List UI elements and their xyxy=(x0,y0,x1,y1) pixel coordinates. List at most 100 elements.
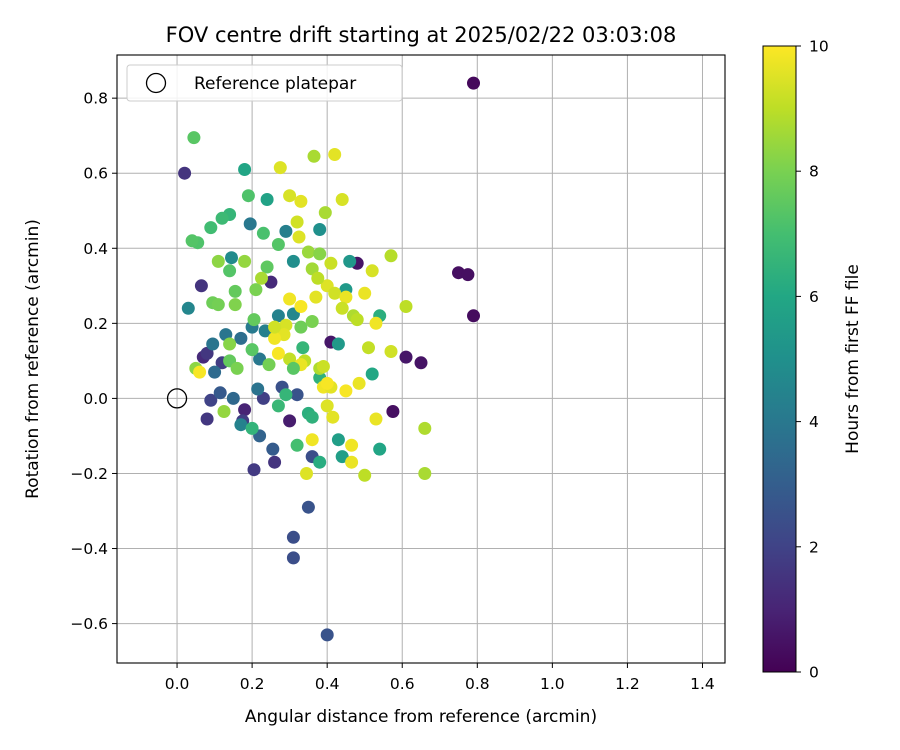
scatter-point xyxy=(262,358,276,372)
scatter-point xyxy=(307,149,321,163)
colorbar-gradient xyxy=(762,45,797,673)
scatter-point xyxy=(273,161,287,175)
scatter-point xyxy=(305,315,319,328)
colorbar-tick-label: 0 xyxy=(809,664,819,682)
scatter-point xyxy=(215,211,229,225)
colorbar-label: Hours from first FF file xyxy=(843,264,863,454)
scatter-point xyxy=(271,346,285,360)
scatter-point xyxy=(256,226,270,240)
x-tick-label: 0.6 xyxy=(390,675,415,693)
scatter-point xyxy=(253,352,267,366)
scatter-point xyxy=(461,268,475,282)
scatter-point xyxy=(260,260,274,274)
y-tick-label: −0.2 xyxy=(70,465,108,483)
legend: Reference platepar xyxy=(126,64,403,102)
scatter-point xyxy=(294,194,308,208)
scatter-point xyxy=(369,412,383,426)
scatter-point xyxy=(399,350,413,364)
y-tick-label: 0.0 xyxy=(83,390,108,408)
scatter-point xyxy=(365,367,379,381)
scatter-point xyxy=(369,316,383,330)
colorbar-tick-label: 10 xyxy=(809,38,829,56)
x-axis-label: Angular distance from reference (arcmin) xyxy=(245,707,597,727)
scatter-point xyxy=(266,442,280,456)
scatter-point xyxy=(245,421,259,435)
scatter-point xyxy=(313,455,327,469)
scatter-point xyxy=(326,410,340,424)
scatter-point xyxy=(418,421,432,435)
scatter-point xyxy=(247,313,261,327)
scatter-point xyxy=(271,238,285,251)
x-tick-label: 0.0 xyxy=(165,675,190,693)
scatter-point xyxy=(301,500,315,514)
scatter-point xyxy=(294,320,308,334)
scatter-point xyxy=(358,468,372,482)
colorbar: 0 2 4 6 8 10 Hours from first FF file xyxy=(762,38,863,682)
scatter-point xyxy=(467,76,480,90)
scatter-point xyxy=(305,410,319,424)
scatter-point xyxy=(247,463,261,477)
scatter-point xyxy=(260,193,274,206)
colorbar-tick-label: 4 xyxy=(809,413,819,431)
scatter-point xyxy=(200,412,214,426)
scatter-point xyxy=(352,376,366,390)
scatter-point xyxy=(243,217,257,231)
legend-box xyxy=(126,64,403,102)
scatter-point xyxy=(283,292,297,306)
scatter-point xyxy=(418,467,432,480)
y-tick-label: 0.6 xyxy=(83,165,108,183)
scatter-point xyxy=(268,455,282,469)
scatter-point xyxy=(238,254,252,268)
scatter-point xyxy=(467,309,480,323)
scatter-point xyxy=(206,337,220,351)
axis-ticks: 0.0 0.2 0.4 0.6 0.8 1.0 1.2 1.4 −0.6 −0.4 −0.2 0.0 0… xyxy=(70,90,714,693)
plot-frame xyxy=(116,54,726,664)
scatter-point xyxy=(313,223,327,236)
scatter-point xyxy=(185,234,199,248)
scatter-point xyxy=(316,360,330,373)
scatter-point xyxy=(311,271,325,285)
scatter-point xyxy=(292,230,306,244)
scatter-point xyxy=(309,290,323,304)
scatter-point xyxy=(211,254,225,268)
scatter-point xyxy=(373,442,387,456)
scatter-point xyxy=(339,290,353,304)
scatter-point xyxy=(335,193,349,206)
scatter-point xyxy=(414,356,428,370)
scatter-point xyxy=(386,405,400,418)
scatter-point xyxy=(204,393,218,407)
scatter-point xyxy=(178,166,192,180)
scatter-point xyxy=(238,163,252,176)
scatter-point xyxy=(320,376,334,390)
scatter-point xyxy=(345,455,359,469)
scatter-point xyxy=(223,264,237,278)
scatter-point xyxy=(343,254,357,268)
scatter-point xyxy=(350,313,364,327)
scatter-point xyxy=(313,247,327,261)
scatter-point xyxy=(268,320,282,334)
scatter-point xyxy=(283,414,297,428)
scatter-point xyxy=(362,341,375,355)
scatter-point xyxy=(290,438,304,452)
scatter-point xyxy=(234,418,248,432)
scatter-point xyxy=(271,309,285,323)
scatter-point xyxy=(181,301,195,315)
x-tick-label: 0.4 xyxy=(315,675,340,693)
scatter-point xyxy=(296,341,310,355)
scatter-point xyxy=(294,300,308,313)
scatter-point xyxy=(251,382,265,396)
scatter-point xyxy=(290,215,304,229)
scatter-point xyxy=(301,245,315,259)
scatter-point xyxy=(226,391,240,405)
scatter-point xyxy=(305,433,319,447)
scatter-point xyxy=(268,331,282,345)
chart-title: FOV centre drift starting at 2025/02/22 … xyxy=(166,23,677,47)
reference-platepar-marker xyxy=(166,388,188,409)
y-tick-label: 0.8 xyxy=(83,90,108,108)
scatter-point xyxy=(245,343,259,357)
x-tick-label: 1.4 xyxy=(690,675,715,693)
scatter-point xyxy=(286,530,300,544)
scatter-point xyxy=(283,189,297,203)
colorbar-ticks: 0 2 4 6 8 10 xyxy=(796,38,829,682)
scatter-point xyxy=(399,300,413,313)
